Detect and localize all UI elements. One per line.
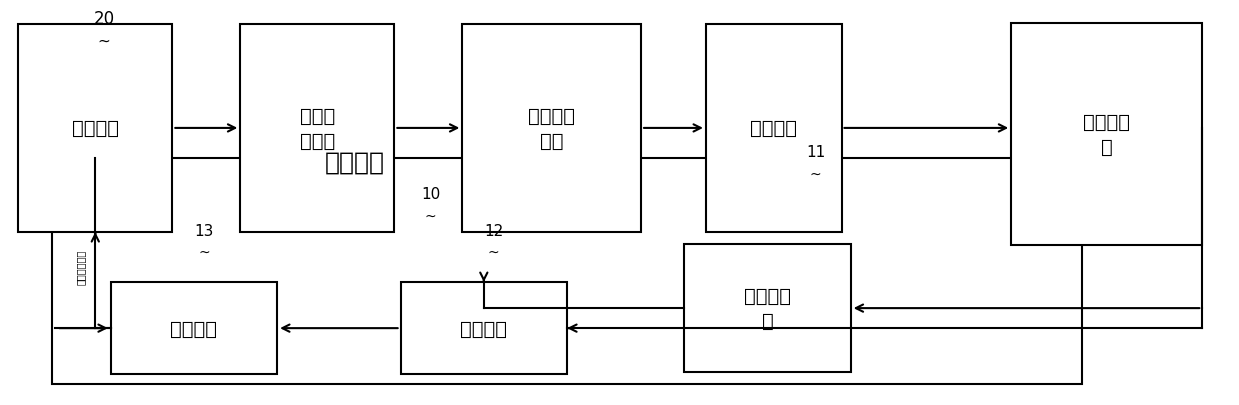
Text: 校准模块: 校准模块 (325, 151, 384, 175)
Text: ~: ~ (810, 168, 821, 181)
Text: 10: 10 (421, 187, 440, 202)
Text: 13: 13 (195, 223, 213, 238)
Bar (684, 245, 851, 372)
Bar (19, 25, 172, 232)
Bar (400, 282, 567, 374)
Text: 二分频单
元: 二分频单 元 (743, 286, 790, 330)
Text: 除法单元: 除法单元 (171, 319, 218, 338)
Text: ~: ~ (198, 245, 209, 260)
Text: 11: 11 (807, 145, 825, 160)
Text: 12: 12 (484, 223, 503, 238)
Text: 积分单元: 积分单元 (461, 319, 507, 338)
Text: 脉冲设置数据: 脉冲设置数据 (76, 249, 85, 284)
Bar (1011, 24, 1202, 245)
Bar (706, 25, 841, 232)
Bar (240, 25, 394, 232)
Text: 信号接收
端: 信号接收 端 (1083, 113, 1130, 157)
Text: 脉冲调理
模块: 脉冲调理 模块 (528, 107, 575, 151)
Text: 控制模块: 控制模块 (72, 119, 119, 138)
Bar (462, 25, 641, 232)
Text: ~: ~ (488, 245, 499, 260)
Text: 脉冲输
出模块: 脉冲输 出模块 (300, 107, 335, 151)
Text: 传输模块: 传输模块 (750, 119, 797, 138)
Bar (52, 159, 1082, 384)
Bar (110, 282, 278, 374)
Text: 20: 20 (93, 10, 114, 28)
Text: ~: ~ (425, 209, 436, 224)
Text: ~: ~ (98, 33, 110, 48)
